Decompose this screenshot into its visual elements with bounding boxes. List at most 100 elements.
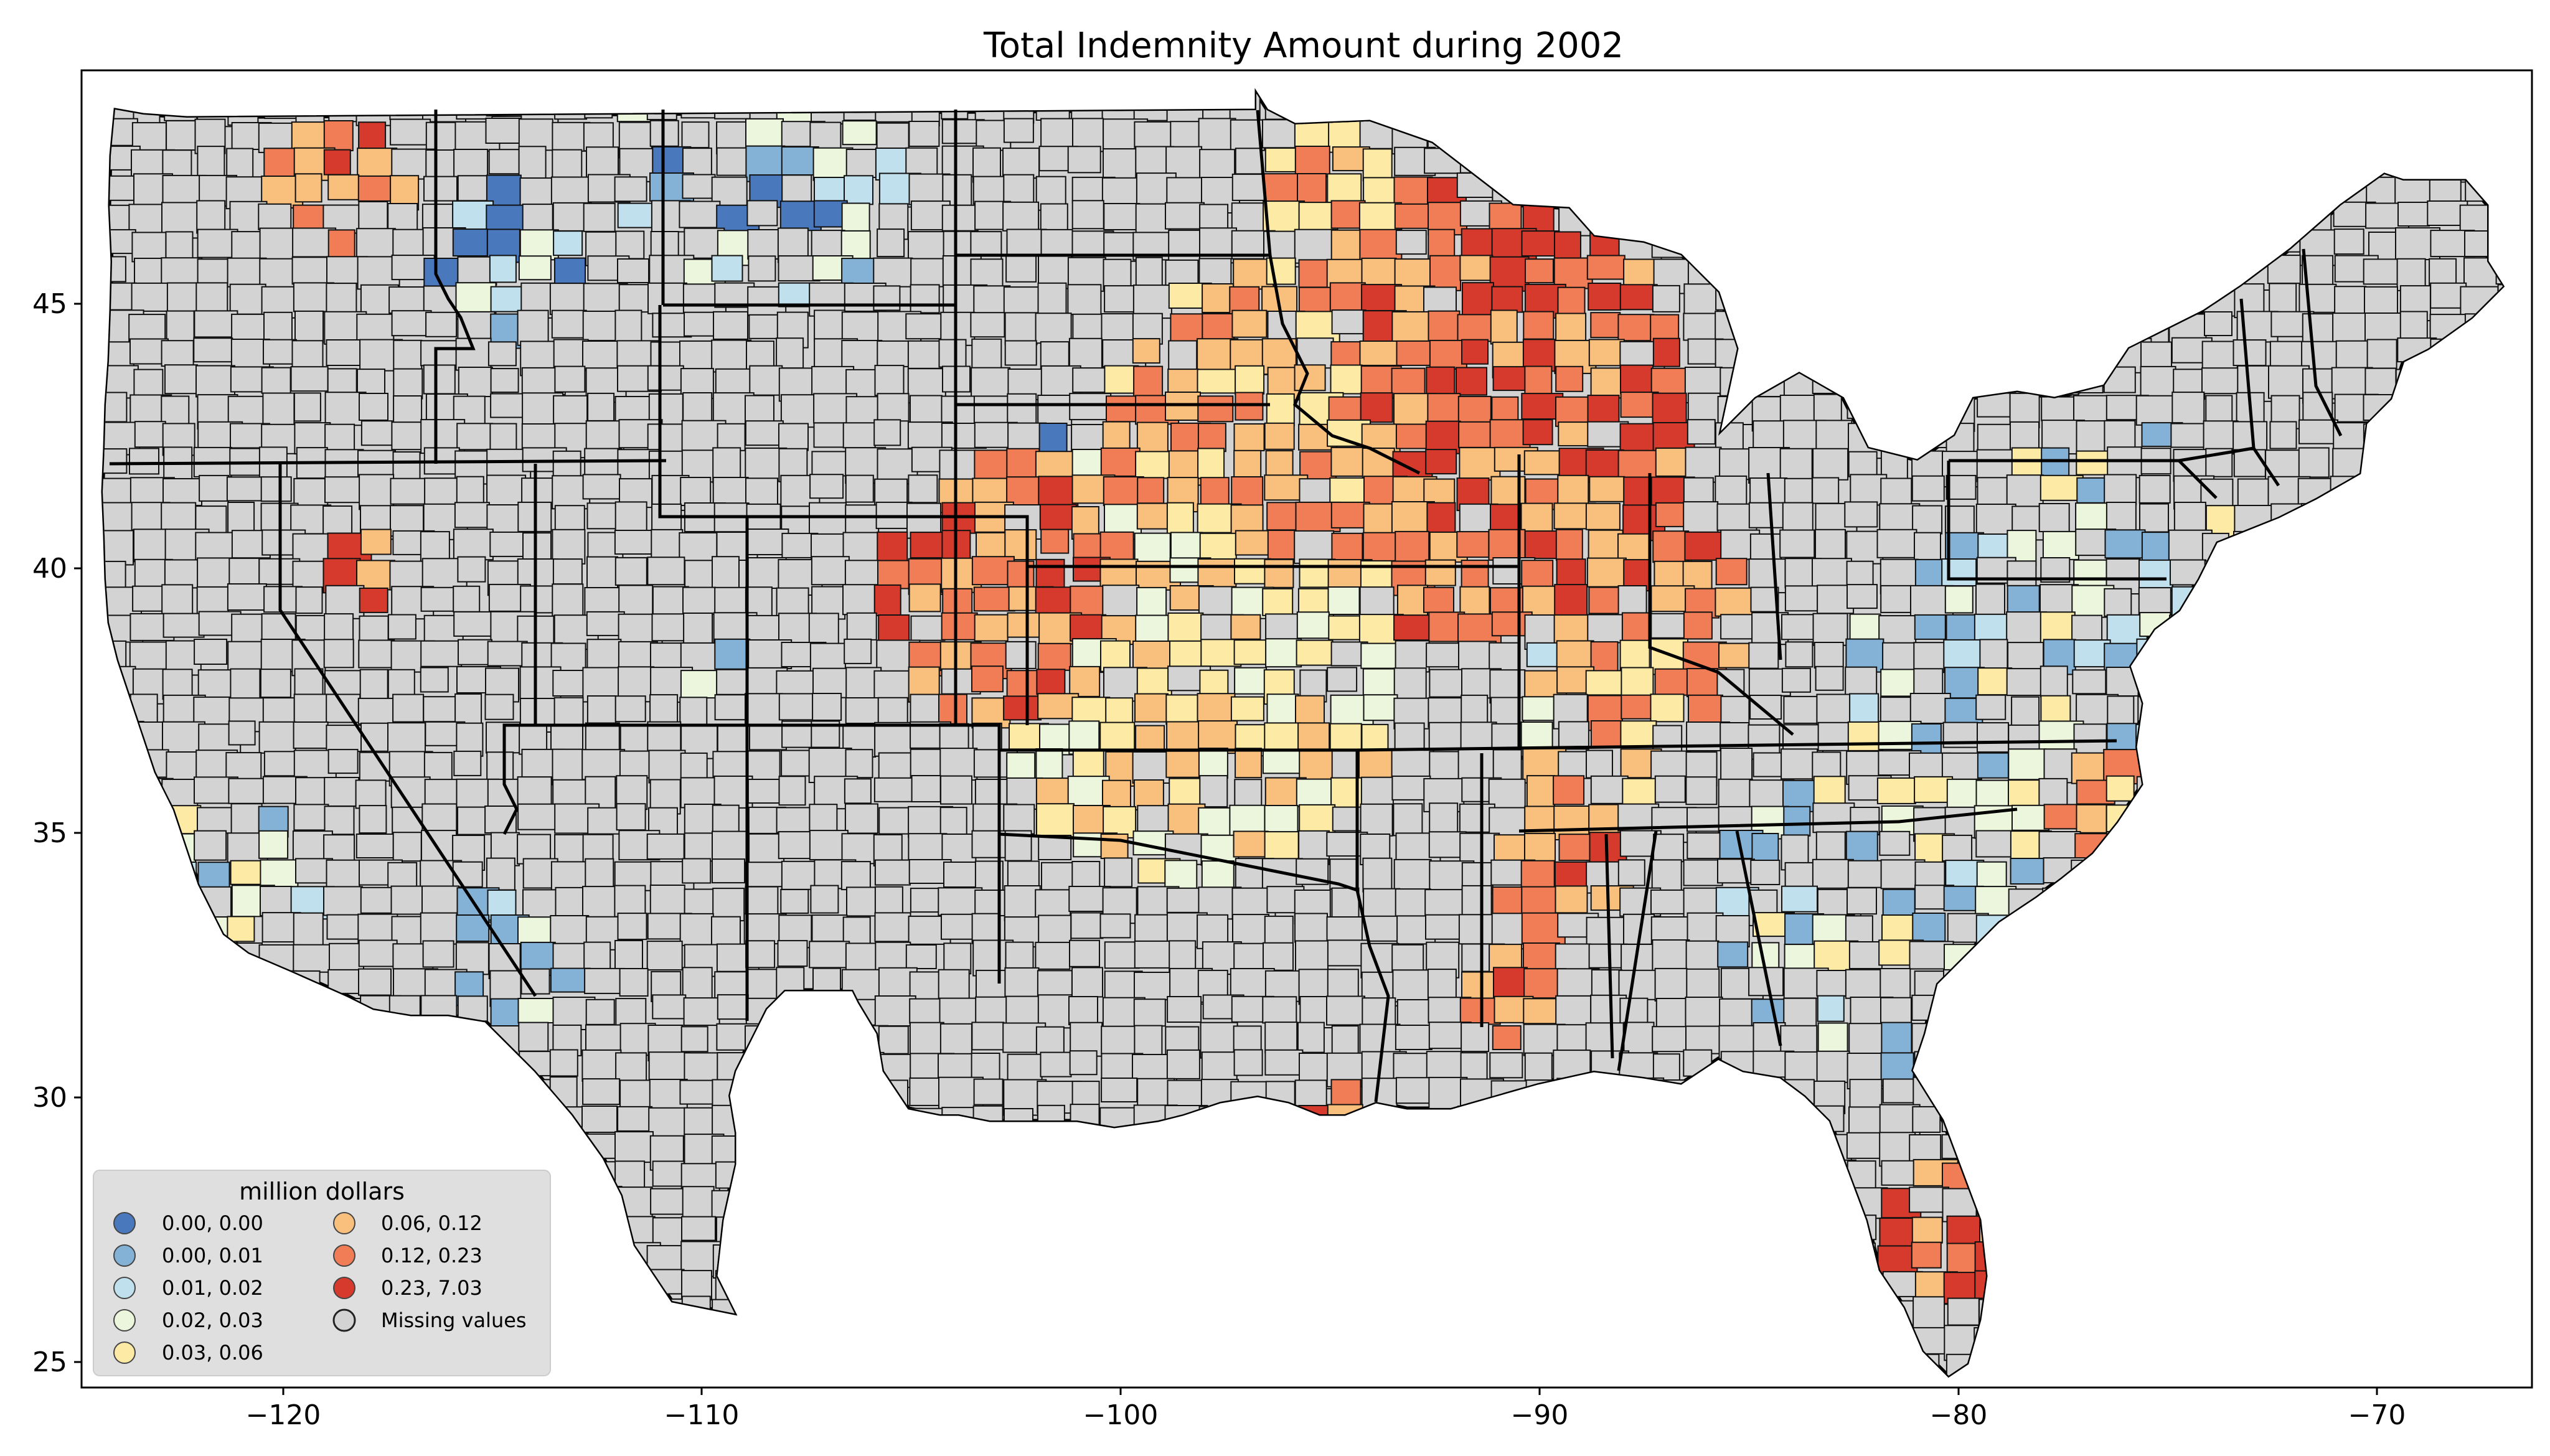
county-polygon xyxy=(197,258,230,285)
county-polygon xyxy=(2171,392,2205,425)
county-polygon xyxy=(683,613,713,646)
county-polygon xyxy=(323,120,354,151)
county-polygon xyxy=(1362,857,1393,893)
county-polygon xyxy=(2140,341,2172,369)
x-tick-label: −100 xyxy=(1083,1399,1159,1431)
legend-label: 0.23, 7.03 xyxy=(381,1276,482,1300)
county-polygon xyxy=(582,311,619,341)
county-polygon xyxy=(614,557,647,586)
county-polygon xyxy=(1779,529,1815,558)
county-polygon xyxy=(1392,969,1433,1003)
county-polygon xyxy=(1523,311,1555,340)
county-polygon xyxy=(713,311,748,340)
county-polygon xyxy=(841,833,878,865)
county-polygon xyxy=(1914,614,1946,640)
county-polygon xyxy=(550,176,590,206)
county-polygon xyxy=(228,777,266,804)
county-polygon xyxy=(712,858,745,884)
county-polygon xyxy=(2040,474,2084,501)
county-polygon xyxy=(2364,286,2398,318)
legend-swatch xyxy=(333,1244,355,1267)
county-polygon xyxy=(1004,967,1040,998)
county-polygon xyxy=(1461,1022,1490,1053)
county-polygon xyxy=(1783,997,1817,1028)
county-polygon xyxy=(1136,421,1169,454)
y-tick-label: 40 xyxy=(32,553,67,585)
county-polygon xyxy=(1391,311,1431,345)
county-polygon xyxy=(2204,311,2232,336)
county-polygon xyxy=(550,725,583,753)
county-polygon xyxy=(1750,586,1779,613)
county-polygon xyxy=(1294,228,1337,264)
county-polygon xyxy=(1331,532,1363,561)
county-polygon xyxy=(1263,942,1294,971)
county-polygon xyxy=(649,885,685,916)
county-polygon xyxy=(453,585,481,613)
county-polygon xyxy=(1586,749,1613,779)
county-polygon xyxy=(1134,693,1169,723)
county-polygon xyxy=(488,149,522,175)
county-polygon xyxy=(808,613,839,646)
county-polygon xyxy=(1391,749,1434,779)
county-polygon xyxy=(908,583,941,613)
county-polygon xyxy=(1620,364,1654,394)
county-polygon xyxy=(1235,392,1264,421)
county-polygon xyxy=(2038,831,2081,861)
county-polygon xyxy=(1137,477,1165,504)
county-polygon xyxy=(2298,283,2337,313)
county-polygon xyxy=(517,803,561,830)
county-polygon xyxy=(1585,502,1621,530)
county-polygon xyxy=(1652,392,1687,428)
county-polygon xyxy=(1590,720,1622,748)
legend-swatch xyxy=(333,1212,355,1234)
county-polygon xyxy=(390,477,426,505)
county-polygon xyxy=(1198,586,1236,616)
county-polygon xyxy=(1360,803,1393,837)
county-polygon xyxy=(711,339,752,373)
county-polygon xyxy=(2363,258,2399,285)
county-polygon xyxy=(1395,640,1430,673)
county-polygon xyxy=(194,830,227,861)
county-polygon xyxy=(2011,696,2040,726)
county-polygon xyxy=(420,640,463,667)
county-polygon xyxy=(131,122,167,154)
county-polygon xyxy=(617,1106,653,1132)
county-polygon xyxy=(1876,777,1916,804)
county-polygon xyxy=(1555,528,1583,561)
county-polygon xyxy=(1623,476,1654,510)
county-polygon xyxy=(1975,830,2016,858)
county-polygon xyxy=(452,228,488,257)
county-polygon xyxy=(454,502,490,528)
county-polygon xyxy=(2138,474,2171,504)
county-polygon xyxy=(1715,558,1748,586)
county-polygon xyxy=(844,175,873,205)
county-polygon xyxy=(554,365,586,393)
county-polygon xyxy=(1878,615,1917,646)
county-polygon xyxy=(1975,583,2005,619)
county-polygon xyxy=(581,1106,618,1133)
county-polygon xyxy=(682,174,716,199)
county-polygon xyxy=(2298,447,2330,478)
county-polygon xyxy=(716,669,750,695)
county-polygon xyxy=(1069,393,1112,421)
county-polygon xyxy=(166,120,197,151)
legend-label: Missing values xyxy=(381,1308,527,1332)
county-polygon xyxy=(910,888,941,913)
county-polygon xyxy=(781,860,816,890)
legend-swatch xyxy=(333,1277,355,1299)
county-polygon xyxy=(392,451,421,482)
county-polygon xyxy=(230,668,261,702)
county-polygon xyxy=(1587,614,1626,644)
county-polygon xyxy=(814,309,846,342)
county-polygon xyxy=(229,283,266,315)
county-polygon xyxy=(1038,423,1068,455)
county-polygon xyxy=(1200,477,1230,508)
county-polygon xyxy=(260,476,292,502)
county-polygon xyxy=(1426,366,1456,397)
county-polygon xyxy=(1134,121,1174,148)
county-polygon xyxy=(1555,885,1588,914)
county-polygon xyxy=(2043,804,2080,830)
county-polygon xyxy=(1004,885,1041,921)
county-polygon xyxy=(423,176,458,202)
county-polygon xyxy=(423,696,457,723)
